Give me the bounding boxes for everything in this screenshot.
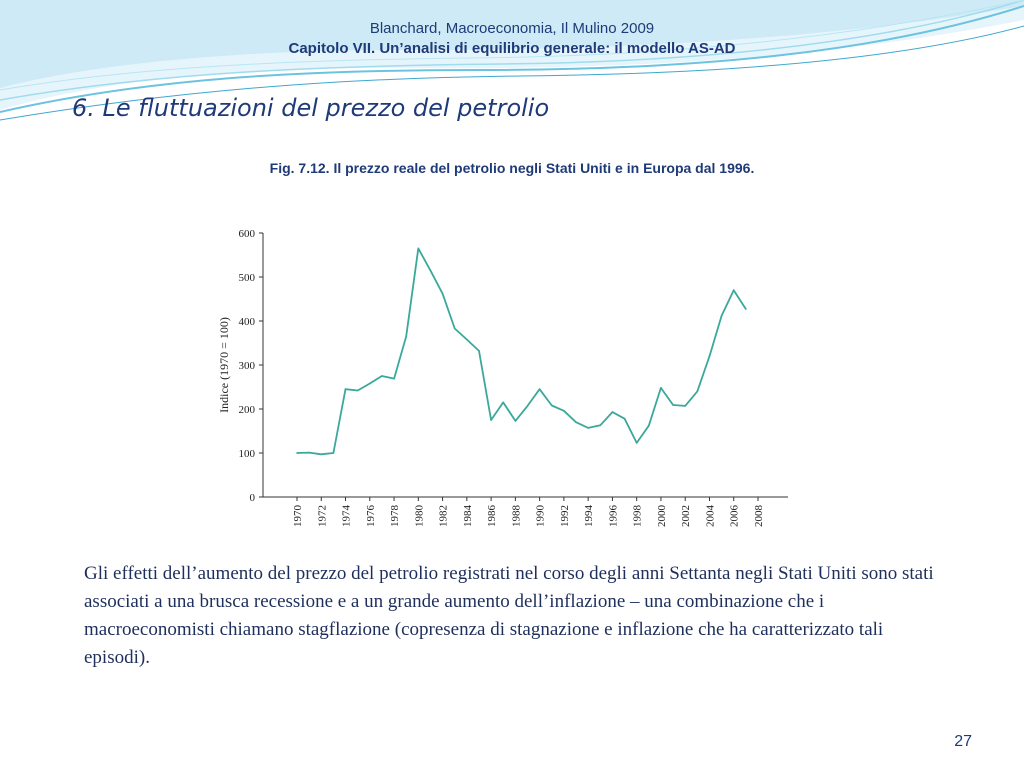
- data-point: [320, 453, 323, 456]
- data-point: [599, 424, 602, 427]
- data-point: [732, 289, 735, 291]
- y-tick-label: 0: [250, 492, 256, 504]
- y-axis-label: Indice (1970 = 100): [217, 317, 231, 413]
- y-tick-label: 100: [239, 448, 256, 460]
- data-point: [696, 390, 699, 393]
- data-point: [538, 388, 541, 390]
- data-point: [514, 420, 517, 422]
- data-point: [660, 387, 662, 389]
- x-tick-label: 1994: [583, 505, 595, 528]
- data-point: [356, 389, 359, 392]
- data-point: [453, 327, 456, 330]
- header-book-reference: Blanchard, Macroeconomia, Il Mulino 2009: [369, 20, 655, 37]
- data-point: [466, 338, 468, 341]
- data-point: [490, 419, 492, 421]
- x-tick-label: 1976: [365, 505, 377, 528]
- x-tick-label: 2002: [680, 505, 692, 527]
- data-point: [708, 355, 711, 357]
- data-point: [368, 382, 371, 385]
- data-point: [635, 442, 638, 444]
- y-tick-label: 300: [239, 360, 256, 372]
- series-line-oil-price-index: [296, 247, 747, 456]
- data-point: [575, 421, 577, 423]
- header-wave-decoration: [0, 0, 1024, 121]
- y-tick-label: 200: [239, 404, 256, 416]
- data-point: [441, 292, 444, 295]
- data-point: [344, 388, 347, 390]
- x-tick-label: 2008: [753, 505, 765, 528]
- data-point: [405, 335, 407, 338]
- slide-title: 6. Le fluttuazioni del prezzo del petrol…: [72, 94, 550, 122]
- oil-price-chart: 0 100 200 300 400 500 600 1970 1972 1974 1976 1978 1…: [208, 218, 816, 536]
- data-point: [623, 417, 626, 420]
- x-tick-label: 1988: [510, 505, 522, 528]
- data-point: [478, 350, 480, 352]
- data-point: [720, 314, 723, 317]
- data-point: [526, 405, 529, 407]
- data-point: [648, 424, 650, 427]
- x-tick-label: 1996: [607, 505, 619, 528]
- header-chapter-title: Capitolo VII. Un’analisi di equilibrio g…: [288, 40, 736, 57]
- data-point: [684, 405, 687, 407]
- data-point: [417, 247, 420, 250]
- data-point: [587, 427, 589, 429]
- data-point: [429, 269, 432, 272]
- x-tick-label: 2006: [729, 505, 741, 528]
- data-point: [550, 404, 553, 407]
- x-tick-label: 1978: [389, 505, 401, 528]
- x-tick-label: 1990: [535, 505, 547, 528]
- data-point: [672, 404, 674, 406]
- page-number: 27: [954, 733, 972, 750]
- data-point: [308, 451, 310, 454]
- x-tick-label: 1992: [559, 505, 571, 527]
- chart-svg: 0 100 200 300 400 500 600 1970 1972 1974 1976 1978 1…: [217, 228, 788, 528]
- data-point: [332, 452, 335, 454]
- data-point: [381, 375, 383, 377]
- data-point: [563, 409, 565, 412]
- data-point: [611, 411, 614, 413]
- x-tick-label: 1970: [292, 505, 304, 528]
- body-paragraph: Gli effetti dell’aumento del prezzo del …: [84, 563, 934, 668]
- x-tick-label: 1998: [632, 505, 644, 528]
- data-point: [393, 377, 395, 380]
- data-point: [502, 401, 505, 404]
- x-tick-label: 1982: [438, 505, 450, 527]
- y-tick-label: 400: [239, 316, 256, 328]
- y-tick-label: 600: [239, 228, 256, 240]
- data-point: [296, 452, 298, 454]
- x-tick-label: 1972: [316, 505, 328, 527]
- x-tick-label: 1974: [341, 505, 353, 528]
- x-tick-label: 1980: [413, 505, 425, 528]
- y-tick-label: 500: [239, 272, 256, 284]
- x-tick-label: 2004: [704, 505, 716, 528]
- data-point: [745, 308, 747, 310]
- figure-caption: Fig. 7.12. Il prezzo reale del petrolio …: [269, 160, 755, 176]
- x-tick-label: 1984: [462, 505, 474, 528]
- x-tick-label: 2000: [656, 505, 668, 528]
- x-tick-label: 1986: [486, 505, 498, 528]
